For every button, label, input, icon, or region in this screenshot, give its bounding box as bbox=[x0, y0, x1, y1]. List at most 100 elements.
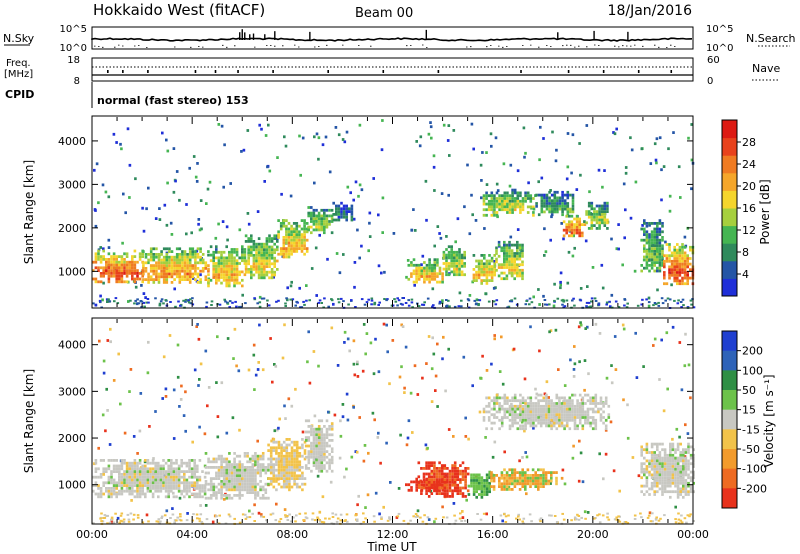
scatter-cell bbox=[586, 511, 590, 514]
echo-cell bbox=[152, 278, 156, 281]
scatter-cell bbox=[335, 252, 339, 255]
echo-cell bbox=[433, 469, 436, 473]
ground-cell bbox=[589, 305, 592, 308]
scatter-cell bbox=[430, 136, 433, 140]
echo-cell bbox=[578, 226, 581, 229]
echo-cell bbox=[417, 461, 421, 465]
echo-cell bbox=[521, 268, 524, 272]
echo-cell bbox=[503, 488, 506, 491]
echo-cell bbox=[537, 479, 540, 483]
ground-cell bbox=[661, 302, 665, 305]
echo-cell bbox=[558, 416, 561, 419]
scatter-cell bbox=[686, 432, 690, 435]
echo-cell bbox=[417, 481, 421, 484]
colorbar-tick-label: 16 bbox=[742, 202, 756, 215]
echo-cell bbox=[285, 219, 288, 222]
echo-cell bbox=[593, 210, 596, 213]
echo-cell bbox=[681, 259, 684, 263]
scatter-cell bbox=[555, 148, 558, 152]
ground-cell bbox=[605, 301, 609, 304]
echo-cell bbox=[136, 464, 139, 468]
echo-cell bbox=[317, 228, 321, 232]
echo-cell bbox=[277, 460, 281, 464]
echo-cell bbox=[518, 271, 522, 275]
scatter-cell bbox=[175, 170, 179, 173]
echo-cell bbox=[212, 477, 216, 480]
echo-cell bbox=[288, 485, 291, 489]
ground-cell bbox=[200, 521, 204, 523]
echo-cell bbox=[464, 475, 467, 479]
ground-cell bbox=[639, 512, 642, 515]
echo-cell bbox=[273, 270, 276, 274]
scatter-cell bbox=[654, 158, 658, 162]
echo-cell bbox=[420, 486, 424, 489]
scatter-cell bbox=[534, 387, 537, 391]
echo-cell bbox=[228, 480, 231, 483]
scatter-cell bbox=[248, 509, 251, 513]
echo-cell bbox=[300, 219, 304, 222]
ground-cell bbox=[322, 521, 326, 524]
echo-cell bbox=[194, 255, 197, 259]
echo-cell bbox=[488, 473, 491, 477]
echo-cell bbox=[307, 467, 311, 470]
echo-cell bbox=[683, 259, 687, 263]
scatter-cell bbox=[381, 231, 384, 234]
scatter-cell bbox=[403, 391, 406, 394]
echo-cell bbox=[298, 446, 302, 450]
echo-cell bbox=[328, 444, 331, 448]
echo-cell bbox=[225, 485, 229, 489]
scatter-cell bbox=[214, 236, 218, 240]
echo-cell bbox=[293, 471, 296, 475]
echo-cell bbox=[513, 418, 517, 422]
echo-cell bbox=[513, 421, 517, 425]
echo-cell bbox=[285, 480, 289, 483]
echo-cell bbox=[115, 255, 118, 258]
echo-cell bbox=[118, 478, 121, 482]
ground-cell bbox=[681, 298, 685, 301]
scatter-cell bbox=[368, 211, 372, 215]
echo-cell bbox=[653, 230, 656, 234]
echo-cell bbox=[209, 488, 213, 492]
ground-cell bbox=[317, 301, 320, 304]
echo-cell bbox=[188, 264, 192, 267]
echo-cell bbox=[472, 279, 476, 282]
scatter-cell bbox=[468, 294, 472, 297]
echo-cell bbox=[563, 402, 566, 405]
echo-cell bbox=[511, 208, 514, 212]
echo-cell bbox=[188, 267, 192, 270]
echo-cell bbox=[269, 446, 273, 450]
echo-cell bbox=[653, 241, 656, 245]
echo-cell bbox=[172, 473, 176, 476]
echo-cell bbox=[513, 268, 516, 272]
echo-cell bbox=[252, 256, 256, 260]
freq-glitch bbox=[237, 70, 239, 73]
echo-cell bbox=[115, 492, 118, 496]
echo-cell bbox=[157, 253, 161, 256]
echo-cell bbox=[508, 410, 512, 414]
echo-cell bbox=[330, 220, 334, 223]
echo-cell bbox=[220, 463, 223, 466]
echo-cell bbox=[193, 487, 196, 490]
echo-cell bbox=[332, 213, 335, 216]
echo-cell bbox=[97, 258, 100, 261]
echo-cell bbox=[186, 264, 189, 267]
echo-cell bbox=[342, 213, 346, 216]
scatter-cell bbox=[617, 223, 620, 226]
echo-cell bbox=[328, 433, 331, 437]
echo-cell bbox=[107, 258, 111, 261]
echo-cell bbox=[478, 476, 481, 480]
echo-cell bbox=[485, 262, 489, 266]
scatter-cell bbox=[610, 293, 614, 297]
echo-cell bbox=[99, 487, 103, 490]
echo-cell bbox=[120, 481, 124, 485]
ground-cell bbox=[160, 298, 164, 301]
scatter-cell bbox=[253, 388, 256, 391]
echo-cell bbox=[152, 253, 156, 256]
echo-cell bbox=[323, 464, 326, 467]
echo-cell bbox=[220, 262, 223, 265]
echo-cell bbox=[458, 256, 461, 260]
echo-cell bbox=[503, 254, 506, 258]
ground-cell bbox=[613, 518, 617, 521]
echo-cell bbox=[279, 224, 283, 228]
echo-cell bbox=[194, 261, 197, 265]
